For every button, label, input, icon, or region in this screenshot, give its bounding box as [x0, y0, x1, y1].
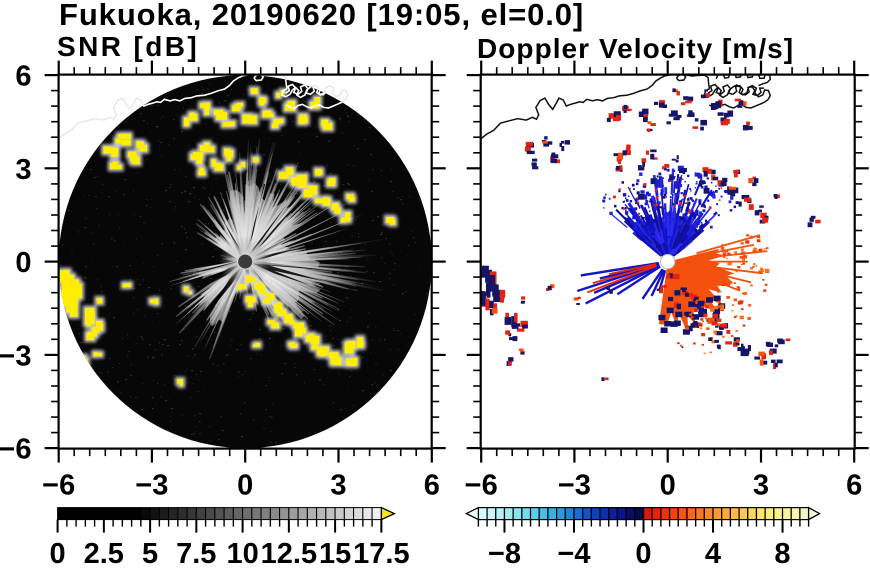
svg-text:−8: −8 — [488, 538, 521, 570]
svg-text:5: 5 — [142, 538, 158, 570]
svg-text:−6: −6 — [0, 434, 32, 466]
svg-text:0: 0 — [635, 538, 651, 570]
svg-text:0: 0 — [237, 470, 253, 502]
svg-text:−4: −4 — [557, 538, 590, 570]
svg-text:3: 3 — [753, 470, 769, 502]
svg-text:15: 15 — [319, 538, 351, 570]
svg-text:SNR [dB]: SNR [dB] — [57, 31, 199, 62]
svg-text:7.5: 7.5 — [176, 538, 216, 570]
svg-text:−6: −6 — [42, 470, 75, 502]
svg-text:3: 3 — [15, 154, 31, 186]
svg-text:0: 0 — [50, 538, 66, 570]
svg-text:−3: −3 — [0, 340, 32, 372]
svg-text:6: 6 — [424, 470, 440, 502]
svg-text:0: 0 — [15, 247, 31, 279]
svg-text:6: 6 — [15, 61, 31, 93]
svg-text:17.5: 17.5 — [353, 538, 409, 570]
svg-text:8: 8 — [774, 538, 790, 570]
svg-text:2.5: 2.5 — [84, 538, 124, 570]
svg-text:Doppler Velocity [m/s]: Doppler Velocity [m/s] — [477, 33, 794, 64]
svg-text:4: 4 — [705, 538, 721, 570]
svg-text:−3: −3 — [558, 470, 591, 502]
svg-text:3: 3 — [330, 470, 346, 502]
svg-text:0: 0 — [660, 470, 676, 502]
svg-text:6: 6 — [846, 470, 862, 502]
svg-text:−3: −3 — [135, 470, 168, 502]
svg-text:12.5: 12.5 — [261, 538, 317, 570]
svg-text:10: 10 — [226, 538, 258, 570]
svg-text:−6: −6 — [465, 470, 498, 502]
svg-text:Fukuoka, 20190620 [19:05, el=0: Fukuoka, 20190620 [19:05, el=0.0] — [59, 0, 584, 32]
